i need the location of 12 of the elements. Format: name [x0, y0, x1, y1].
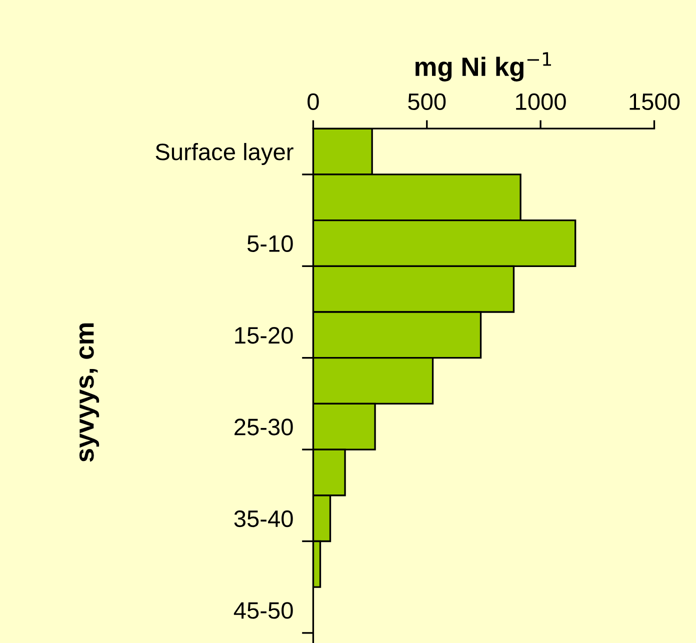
y-tick-label: 25-30: [234, 418, 293, 436]
y-tick-label: Surface layer: [156, 142, 294, 165]
y-tick-label: 35-40: [234, 510, 293, 528]
x-tick-label: 500: [408, 93, 446, 110]
y-tick-label: 5-10: [247, 235, 293, 252]
y-tick-label: 15-20: [235, 326, 293, 344]
y-tick-label: 45-50: [234, 602, 293, 619]
y-axis-title: syvyys, cm: [79, 323, 100, 462]
x-tick-label: 1500: [630, 93, 680, 110]
x-tick-label: 1000: [516, 93, 566, 110]
x-tick-label: 0: [308, 93, 319, 110]
x-axis-title: mg Ni kg$^{−1}$: [416, 52, 551, 82]
